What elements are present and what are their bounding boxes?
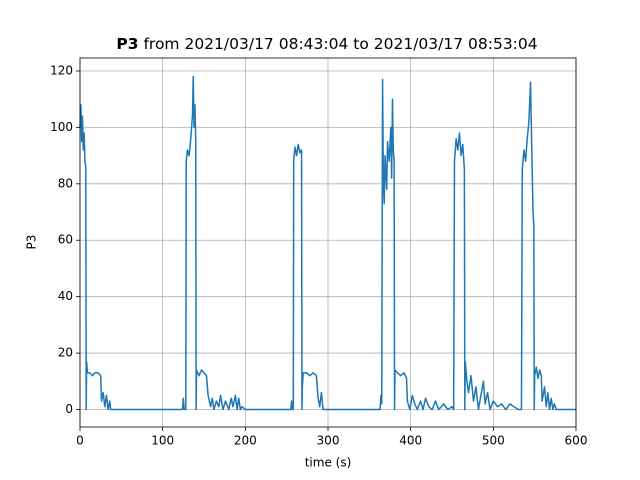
y-axis-label: P3 bbox=[25, 235, 39, 250]
chart-title: P3 from 2021/03/17 08:43:04 to 2021/03/1… bbox=[116, 35, 537, 53]
x-tick-label: 200 bbox=[234, 434, 257, 448]
y-tick-label: 20 bbox=[58, 346, 73, 360]
y-tick-label: 0 bbox=[65, 402, 73, 416]
x-tick-label: 300 bbox=[317, 434, 340, 448]
title-rest: from 2021/03/17 08:43:04 to 2021/03/17 0… bbox=[143, 35, 537, 53]
title-bold: P3 bbox=[116, 35, 138, 53]
x-tick-label: 600 bbox=[565, 434, 588, 448]
y-tick-label: 80 bbox=[58, 176, 73, 190]
x-tick-label: 500 bbox=[482, 434, 505, 448]
y-tick-label: 60 bbox=[58, 233, 73, 247]
y-tick-label: 120 bbox=[50, 63, 73, 77]
y-tick-label: 100 bbox=[50, 120, 73, 134]
data-line bbox=[79, 75, 576, 411]
x-tick-label: 0 bbox=[76, 434, 84, 448]
x-tick-label: 400 bbox=[399, 434, 422, 448]
x-axis-label: time (s) bbox=[305, 456, 352, 470]
y-tick-label: 40 bbox=[58, 289, 73, 303]
ticks: 0 100 200 300 400 500 600 0 20 40 60 80 100 120 bbox=[50, 63, 587, 447]
x-tick-label: 100 bbox=[151, 434, 174, 448]
plot bbox=[79, 75, 576, 411]
